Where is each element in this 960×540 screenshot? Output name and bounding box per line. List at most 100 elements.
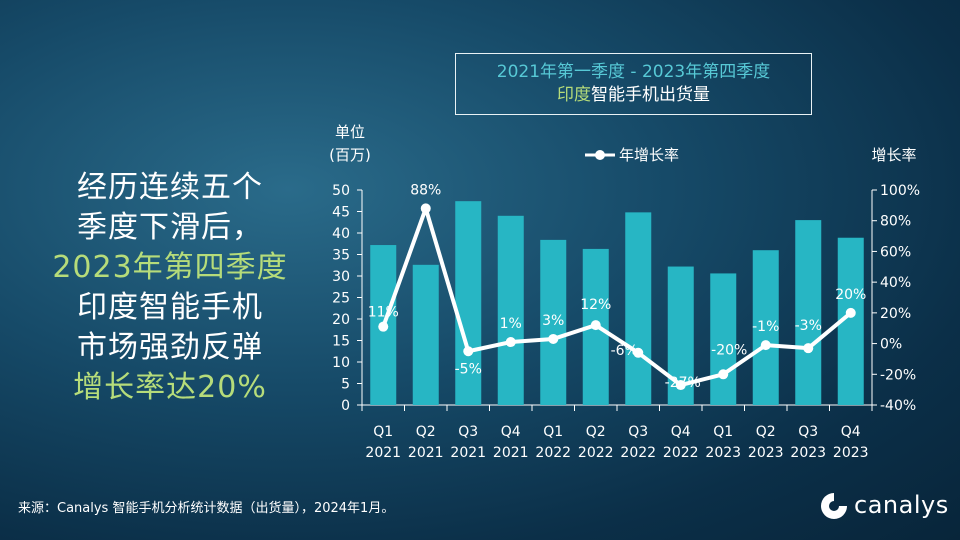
growth-point [803,343,814,354]
bar-shipments [710,273,737,405]
headline: 经历连续五个 季度下滑后， 2023年第四季度 印度智能手机 市场强劲反弹 增长… [40,168,300,408]
x-year-label: 2021 [365,445,401,461]
growth-data-label: 3% [542,313,564,329]
legend-label: 年增长率 [619,146,679,164]
right-tick-label: 100% [880,183,920,199]
growth-data-label: 11% [368,305,399,321]
growth-point [633,347,644,358]
growth-point [378,321,389,332]
logo-brand-text: canalys [854,491,949,519]
chart-growth-line [378,203,856,391]
headline-line-2: 季度下滑后， [77,210,263,245]
right-tick-label: 80% [880,214,911,230]
left-tick-label: 20 [332,312,350,328]
right-axis-title: 增长率 [871,146,916,164]
growth-point [675,380,686,391]
growth-point [845,307,856,318]
x-year-label: 2023 [748,445,784,461]
growth-line-path [381,206,853,388]
chart-title-rest: 智能手机出货量 [591,85,710,105]
left-tick-label: 25 [332,291,350,307]
headline-line-3: 2023年第四季度 [52,250,288,285]
bar-shipments [455,201,482,405]
headline-line-4: 印度智能手机 [77,290,263,325]
x-quarter-label: Q1 [713,424,733,440]
headline-line-5: 市场强劲反弹 [77,330,263,365]
left-tick-label: 5 [341,377,350,393]
growth-data-label: -20% [711,342,747,358]
x-year-label: 2022 [620,445,656,461]
chart-axes: 0 5 10 15 20 25 30 35 40 45 50 -40% -20% 0% 20% 40% 60% 8… [329,123,920,414]
x-quarter-label: Q4 [671,424,691,440]
growth-point [548,333,559,344]
source-note: 来源：Canalys 智能手机分析统计数据（出货量），2024年1月。 [18,501,395,516]
bar-shipments [497,215,524,405]
x-quarter-label: Q4 [501,424,521,440]
x-year-label: 2021 [450,445,486,461]
x-quarter-label: Q2 [756,424,776,440]
growth-point [590,320,601,331]
right-tick-label: 0% [880,337,902,353]
right-tick-label: -20% [880,367,916,383]
chart-title-line-1: 2021年第一季度 - 2023年第四季度 [496,62,771,82]
left-tick-label: 0 [341,398,350,414]
growth-data-label: -5% [455,361,482,377]
chart-labels: Q1 2021 Q2 2021 Q3 2021 Q4 2021 Q1 2022 Q2 2022 Q3 20… [365,182,868,461]
growth-point [420,203,431,214]
growth-point [463,346,474,357]
x-quarter-label: Q1 [373,424,393,440]
x-year-label: 2021 [408,445,444,461]
chart-title-highlight: 印度 [557,85,591,105]
chart-title-line-2: 印度智能手机出货量 [456,83,811,107]
left-tick-label: 10 [332,355,350,371]
growth-data-label: 1% [500,316,522,332]
x-year-label: 2021 [493,445,529,461]
x-year-label: 2023 [705,445,741,461]
left-tick-label: 40 [332,226,350,242]
bar-shipments [795,220,822,405]
growth-data-label: -3% [795,318,822,334]
x-year-label: 2023 [833,445,869,461]
x-quarter-label: Q3 [798,424,818,440]
left-axis-title-2: (百万) [329,146,371,164]
x-quarter-label: Q3 [628,424,648,440]
x-quarter-label: Q4 [841,424,861,440]
x-quarter-label: Q2 [586,424,606,440]
right-tick-label: -40% [880,398,916,414]
growth-data-label: -27% [665,375,701,391]
bar-shipments [540,239,567,405]
growth-point [718,369,729,380]
bar-shipments [412,264,439,405]
left-tick-label: 15 [332,334,350,350]
growth-data-label: 20% [835,287,866,303]
right-tick-label: 60% [880,244,911,260]
left-tick-label: 30 [332,269,350,285]
headline-line-1: 经历连续五个 [77,170,263,205]
x-year-label: 2022 [578,445,614,461]
chart-title-box: 2021年第一季度 - 2023年第四季度 印度智能手机出货量 [455,53,812,115]
growth-data-label: 88% [410,182,441,198]
x-quarter-label: Q1 [543,424,563,440]
growth-point [505,337,516,348]
canalys-logo-icon [821,493,847,519]
x-quarter-label: Q3 [458,424,478,440]
x-year-label: 2023 [790,445,826,461]
left-tick-label: 35 [332,248,350,264]
headline-line-6: 增长率达20% [73,370,267,405]
right-tick-label: 40% [880,275,911,291]
growth-data-label: 12% [580,297,611,313]
growth-point [760,340,771,351]
growth-data-label: -1% [752,319,779,335]
x-quarter-label: Q2 [416,424,436,440]
left-axis-title-1: 单位 [335,123,365,141]
right-tick-label: 20% [880,306,911,322]
left-tick-label: 45 [332,205,350,221]
bar-shipments [752,250,779,405]
x-year-label: 2022 [535,445,571,461]
bar-shipments [625,212,652,405]
left-tick-label: 50 [332,183,350,199]
chart-bars [370,201,864,405]
x-year-label: 2022 [663,445,699,461]
legend-marker [595,150,605,160]
